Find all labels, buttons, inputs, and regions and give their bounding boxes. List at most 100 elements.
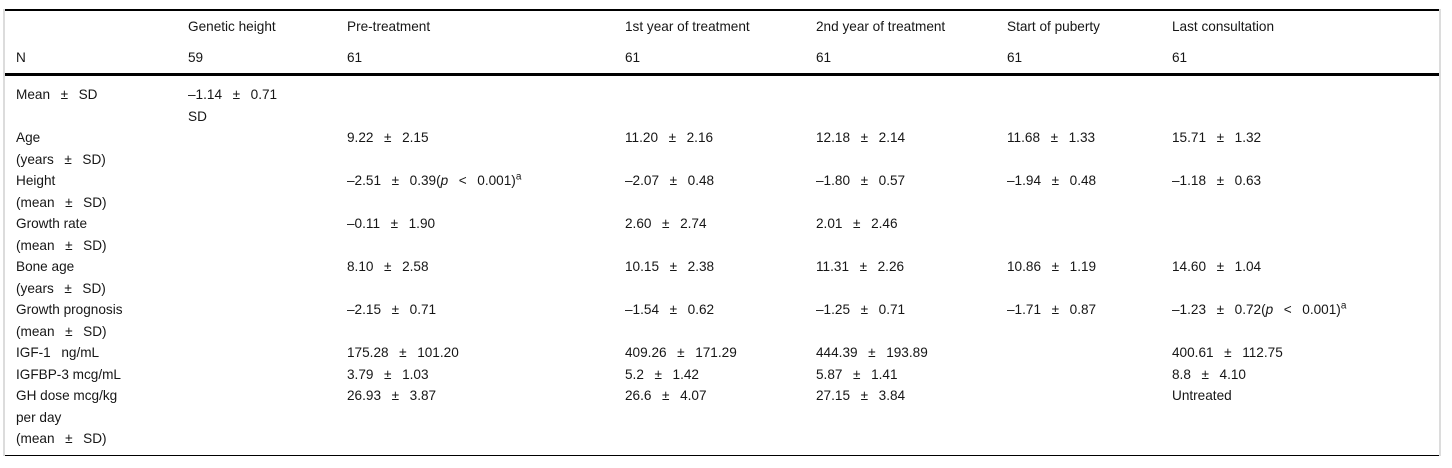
cell-line: (mean ± SD) — [16, 323, 107, 339]
n-row: N 59 61 61 61 61 61 — [5, 42, 1439, 75]
value-cell: 2.01 ± 2.46 — [816, 213, 1007, 256]
value-cell: 14.60 ± 1.04 — [1172, 256, 1439, 299]
n-value-cell: 59 — [188, 50, 204, 65]
value-cell — [1007, 342, 1172, 364]
table-head: Genetic height Pre-treatment 1st year of t… — [5, 10, 1439, 75]
value-cell: 10.15 ± 2.38 — [625, 256, 816, 299]
value-cell — [188, 127, 347, 170]
value-cell: –1.80 ± 0.57 — [816, 170, 1007, 213]
value-cell — [625, 75, 816, 128]
value-cell: 11.31 ± 2.26 — [816, 256, 1007, 299]
cell-line: –0.11 ± 1.90 — [347, 216, 436, 231]
value-cell: 27.15 ± 3.84 — [816, 385, 1007, 455]
cell-line: –1.14 ± 0.71 — [188, 87, 278, 102]
table-row: Bone age (years ± SD) 8.10 ± 2.58 10.15 ± 2… — [5, 256, 1439, 299]
value-cell: 8.10 ± 2.58 — [347, 256, 625, 299]
column-header: Last consultation — [1172, 19, 1275, 34]
cell-line: IGF-1 ng/mL — [16, 345, 100, 360]
cell-line: 15.71 ± 1.32 — [1172, 130, 1262, 145]
value-cell: 26.6 ± 4.07 — [625, 385, 816, 455]
value-cell — [188, 299, 347, 342]
cell-text: 0.001) — [477, 173, 516, 188]
table-row: IGFBP-3 mcg/mL 3.79 ± 1.03 5.2 ± 1.42 5.87 … — [5, 364, 1439, 386]
cell-line: (mean ± SD) — [16, 237, 107, 253]
cell-line: –1.23 ± 0.72(p < 0.001)a — [1172, 299, 1439, 321]
cell-text: 0.001) — [1302, 302, 1341, 317]
cell-line: (mean ± SD) — [16, 431, 107, 446]
value-cell: –1.25 ± 0.71 — [816, 299, 1007, 342]
value-cell: 400.61 ± 112.75 — [1172, 342, 1439, 364]
value-cell: –2.07 ± 0.48 — [625, 170, 816, 213]
value-cell: 11.68 ± 1.33 — [1007, 127, 1172, 170]
row-label: Growth prognosis (mean ± SD) — [5, 299, 188, 342]
table-container: Genetic height Pre-treatment 1st year of t… — [3, 9, 1441, 456]
cell-line: per day — [16, 409, 62, 425]
cell-line: 400.61 ± 112.75 — [1172, 345, 1283, 360]
cell-line: 26.93 ± 3.87 — [347, 388, 437, 403]
value-cell — [188, 364, 347, 386]
table-row: Growth prognosis (mean ± SD) –2.15 ± 0.71 –… — [5, 299, 1439, 342]
cell-line: IGFBP-3 mcg/mL — [16, 366, 121, 382]
value-cell — [1007, 75, 1172, 128]
cell-line: –1.71 ± 0.87 — [1007, 302, 1097, 317]
cell-line: 3.79 ± 1.03 — [347, 366, 429, 382]
cell-text: –2.51 ± 0.39( — [347, 173, 441, 188]
cell-line: 11.31 ± 2.26 — [816, 259, 905, 274]
value-cell: –2.51 ± 0.39(p < 0.001)a — [347, 170, 625, 213]
row-label: Age (years ± SD) — [5, 127, 188, 170]
column-header: Pre-treatment — [347, 19, 431, 34]
value-cell: 409.26 ± 171.29 — [625, 342, 816, 364]
footnote-marker: a — [1340, 300, 1347, 312]
value-cell: 10.86 ± 1.19 — [1007, 256, 1172, 299]
value-cell: 11.20 ± 2.16 — [625, 127, 816, 170]
cell-line: Growth prognosis — [16, 302, 123, 317]
cell-line: SD — [188, 108, 207, 124]
table-row: GH dose mcg/kg per day (mean ± SD) 26.93 ± … — [5, 385, 1439, 455]
cell-line: 11.68 ± 1.33 — [1007, 130, 1096, 145]
cell-text: < — [1273, 302, 1303, 317]
n-value-cell: 61 — [816, 50, 832, 65]
value-cell: –2.15 ± 0.71 — [347, 299, 625, 342]
table-row: Mean ± SD –1.14 ± 0.71 SD — [5, 75, 1439, 128]
cell-line: (mean ± SD) — [16, 194, 107, 210]
cell-line: Untreated — [1172, 388, 1232, 403]
value-cell — [188, 342, 347, 364]
table-row: Height (mean ± SD) –2.51 ± 0.39(p < 0.001)… — [5, 170, 1439, 213]
cell-line: Growth rate — [16, 216, 88, 231]
cell-line: 5.87 ± 1.41 — [816, 366, 898, 382]
corner-cell — [5, 10, 188, 42]
cell-line: (years ± SD) — [16, 280, 106, 296]
cell-line: 409.26 ± 171.29 — [625, 345, 737, 360]
value-cell: Untreated — [1172, 385, 1439, 455]
cell-line: 10.86 ± 1.19 — [1007, 259, 1097, 274]
cell-text: –1.23 ± 0.72( — [1172, 302, 1266, 317]
value-cell — [1007, 385, 1172, 455]
cell-line: 10.15 ± 2.38 — [625, 259, 715, 274]
value-cell — [1007, 364, 1172, 386]
value-cell: –1.18 ± 0.63 — [1172, 170, 1439, 213]
cell-line: Bone age — [16, 259, 75, 274]
value-cell — [188, 256, 347, 299]
row-label: Mean ± SD — [5, 75, 188, 128]
row-label: GH dose mcg/kg per day (mean ± SD) — [5, 385, 188, 455]
cell-line: Height — [16, 173, 56, 188]
row-label: IGF-1 ng/mL — [5, 342, 188, 364]
cell-line: –2.51 ± 0.39(p < 0.001)a — [347, 170, 625, 192]
n-value-cell: 61 — [347, 50, 363, 65]
value-cell: 5.87 ± 1.41 — [816, 364, 1007, 386]
row-label: Growth rate (mean ± SD) — [5, 213, 188, 256]
cell-line: 9.22 ± 2.15 — [347, 130, 429, 145]
n-value-cell: 61 — [625, 50, 641, 65]
table-row: Age (years ± SD) 9.22 ± 2.15 11.20 ± 2.16 12… — [5, 127, 1439, 170]
value-cell: 12.18 ± 2.14 — [816, 127, 1007, 170]
cell-line: –1.94 ± 0.48 — [1007, 173, 1097, 188]
column-header: Start of puberty — [1007, 19, 1100, 34]
cell-line: 12.18 ± 2.14 — [816, 130, 906, 145]
value-cell: 444.39 ± 193.89 — [816, 342, 1007, 364]
row-label: Height (mean ± SD) — [5, 170, 188, 213]
value-cell: 3.79 ± 1.03 — [347, 364, 625, 386]
value-cell: –1.14 ± 0.71 SD — [188, 75, 347, 128]
value-cell: –1.71 ± 0.87 — [1007, 299, 1172, 342]
row-label: IGFBP-3 mcg/mL — [5, 364, 188, 386]
value-cell — [188, 170, 347, 213]
